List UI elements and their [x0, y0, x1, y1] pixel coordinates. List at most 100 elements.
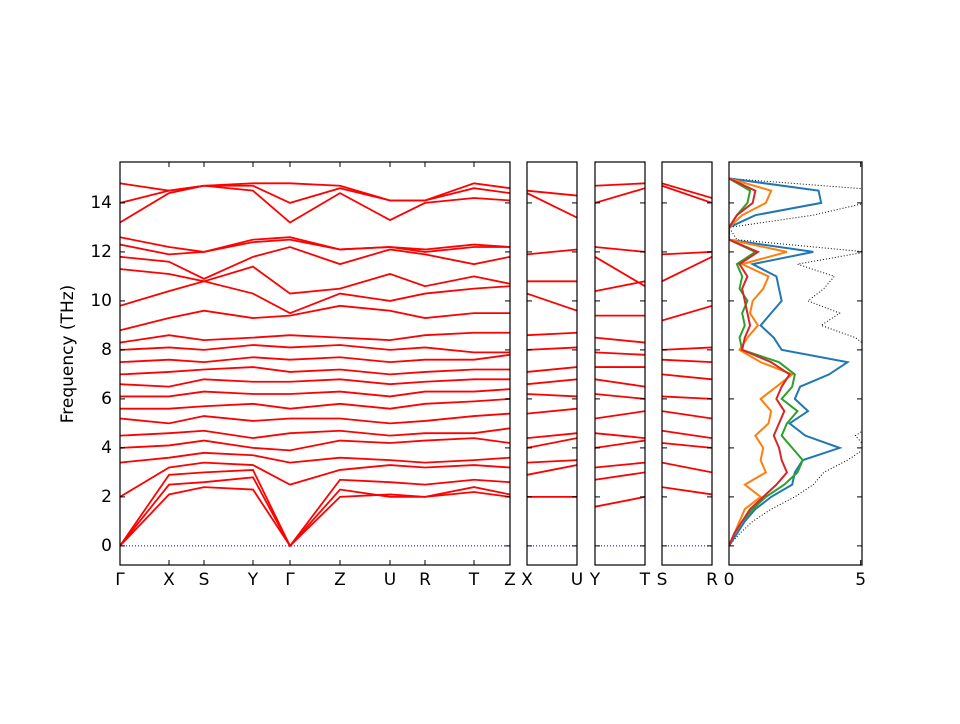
x-tick-label: S: [199, 570, 210, 590]
band: [662, 486, 712, 496]
partial-dos: [729, 177, 795, 547]
axes-frame: [119, 161, 511, 566]
band: [120, 451, 510, 464]
band: [120, 304, 510, 332]
band: [120, 476, 510, 548]
band: [120, 366, 510, 376]
band: [595, 410, 645, 420]
band: [120, 344, 510, 354]
band: [527, 248, 577, 256]
x-tick-label: Y: [247, 570, 259, 590]
axes-frame: [594, 161, 646, 566]
partial-dos: [729, 177, 791, 547]
y-tick-label: 8: [101, 340, 112, 360]
band: [527, 366, 577, 373]
band: [595, 187, 645, 204]
x-tick-label: T: [639, 570, 651, 590]
band: [527, 331, 577, 337]
band: [120, 427, 510, 440]
band: [527, 432, 577, 439]
band: [527, 189, 577, 197]
y-tick-label: 0: [101, 536, 112, 556]
band: [120, 238, 510, 256]
band: [527, 464, 577, 476]
band: [527, 292, 577, 312]
x-tick-label: U: [571, 570, 583, 590]
band: [120, 246, 510, 280]
y-tick-label: 10: [90, 291, 112, 311]
band: [595, 182, 645, 187]
band: [662, 184, 712, 204]
y-tick-label: 4: [101, 438, 112, 458]
x-tick-label: R: [706, 570, 718, 590]
band: [662, 251, 712, 256]
x-tick-label: Z: [334, 570, 346, 590]
band: [595, 471, 645, 481]
plot-area: [595, 182, 645, 547]
band: [527, 192, 577, 219]
partial-dos: [729, 177, 851, 547]
band: [120, 461, 510, 498]
band: [595, 496, 645, 508]
band: [595, 351, 645, 356]
band: [527, 378, 577, 386]
band: [662, 304, 712, 322]
band: [662, 429, 712, 439]
y-axis-label: Frequency (THz): [58, 285, 78, 424]
band: [120, 486, 510, 548]
band: [595, 393, 645, 400]
axes-frame: [728, 161, 863, 566]
band: [120, 412, 510, 425]
partial-dos: [729, 177, 804, 547]
plot-area: [662, 182, 712, 547]
x-tick-label: X: [163, 570, 175, 590]
band: [662, 395, 712, 400]
band: [120, 437, 510, 452]
band: [595, 461, 645, 469]
band: [527, 346, 577, 351]
band: [662, 358, 712, 364]
x-tick-label: Γ: [285, 570, 295, 590]
x-tick-label: T: [468, 570, 480, 590]
band: [120, 184, 510, 224]
x-tick-label: 0: [724, 570, 735, 590]
total-dos: [729, 177, 862, 547]
axes-frame: [661, 161, 713, 566]
x-tick-label: S: [657, 570, 668, 590]
y-tick-label: 6: [101, 389, 112, 409]
band: [595, 432, 645, 439]
band: [527, 459, 577, 464]
plot-area: [527, 189, 577, 547]
x-tick-label: 5: [855, 570, 866, 590]
band: [120, 469, 510, 548]
band: [120, 280, 510, 315]
band: [120, 378, 510, 388]
y-tick-label: 12: [90, 242, 112, 262]
band: [120, 398, 510, 410]
band: [662, 346, 712, 351]
band: [120, 388, 510, 398]
y-tick-label: 14: [90, 193, 112, 213]
plot-area: [120, 182, 510, 548]
band: [527, 393, 577, 398]
axes-frame: [526, 161, 578, 566]
band: [595, 336, 645, 344]
x-tick-label: R: [419, 570, 431, 590]
band: [595, 280, 645, 292]
band: [662, 410, 712, 420]
x-tick-label: Γ: [115, 570, 125, 590]
x-tick-label: U: [384, 570, 396, 590]
x-tick-label: Y: [589, 570, 601, 590]
x-tick-label: Z: [504, 570, 516, 590]
band: [662, 373, 712, 381]
band: [120, 353, 510, 364]
x-tick-label: X: [521, 570, 533, 590]
band: [662, 182, 712, 199]
y-tick-label: 2: [101, 487, 112, 507]
band: [120, 265, 510, 295]
band: [595, 246, 645, 253]
band: [120, 331, 510, 344]
band: [120, 182, 510, 202]
band: [662, 461, 712, 474]
